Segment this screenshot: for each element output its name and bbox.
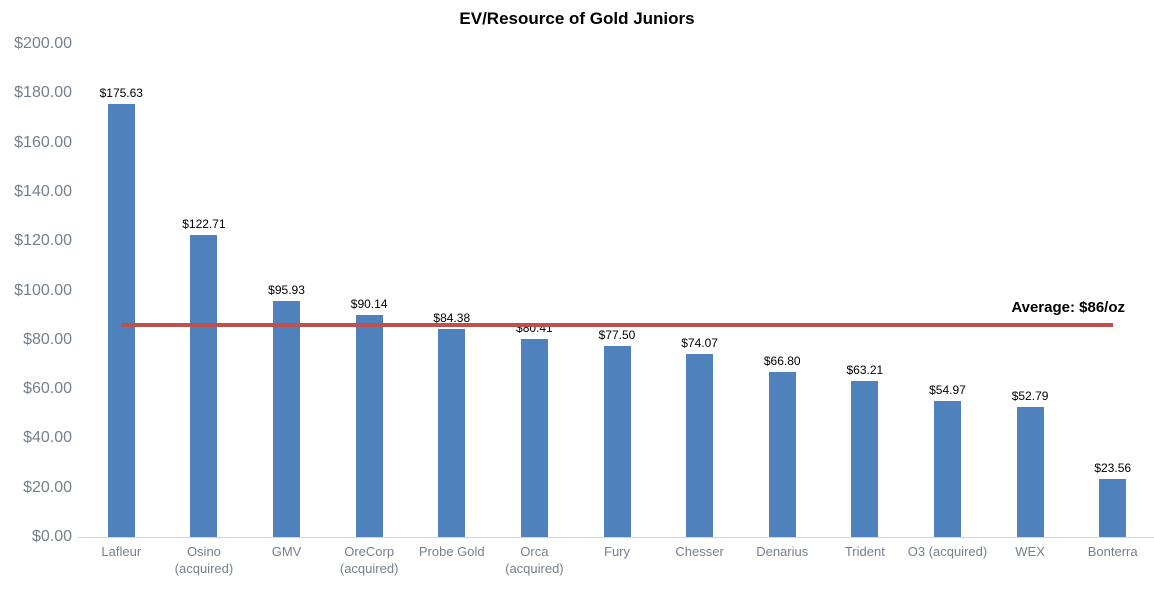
category-label: Probe Gold — [418, 544, 485, 559]
category-label: Trident — [844, 544, 885, 559]
bar-value-label: $66.80 — [763, 354, 801, 369]
bar-value-label: $23.56 — [1094, 460, 1132, 475]
y-axis-tick-label: $80.00 — [23, 330, 72, 348]
category-label: O3 (acquired) — [907, 544, 988, 559]
category-label: Denarius — [756, 544, 809, 559]
category-label: Orca (acquired) — [505, 544, 564, 576]
bar-value-label: $84.38 — [433, 311, 471, 325]
bar-wex — [1016, 406, 1044, 537]
bar-value-label: $95.93 — [268, 282, 305, 297]
y-axis-tick-label: $160.00 — [14, 133, 72, 151]
y-axis-tick-label: $40.00 — [23, 429, 72, 447]
category-label: GMV — [271, 544, 302, 559]
y-axis-tick-label: $140.00 — [14, 182, 72, 200]
bar-denarius — [768, 372, 796, 537]
bar-trident — [851, 381, 879, 537]
bar-orca-acquired — [520, 338, 548, 537]
category-label: WEX — [1015, 544, 1045, 559]
y-axis-tick-label: $0.00 — [31, 528, 72, 545]
average-line — [121, 323, 1113, 327]
bar-bonterra — [1099, 478, 1127, 537]
chart-title: EV/Resource of Gold Juniors — [459, 9, 695, 28]
bar-orecorp-acquired — [355, 314, 383, 537]
category-label: Chesser — [675, 544, 724, 559]
bar-chesser — [686, 354, 714, 537]
bar-o3-acquired — [933, 401, 961, 537]
y-axis-tick-label: $200.00 — [14, 35, 72, 52]
y-axis-tick-label: $100.00 — [14, 281, 72, 299]
y-axis-tick-label: $120.00 — [14, 232, 72, 250]
y-axis-tick-label: $20.00 — [23, 478, 72, 496]
bar-value-label: $90.14 — [350, 296, 388, 311]
category-label: OreCorp (acquired) — [339, 544, 399, 576]
bar-value-label: $122.71 — [182, 216, 226, 231]
y-axis-tick-label: $180.00 — [14, 84, 72, 102]
average-line-label: Average: $86/oz — [1011, 299, 1125, 316]
bar-fury — [603, 345, 631, 537]
bar-osino-acquired — [190, 234, 218, 537]
bar-value-label: $77.50 — [598, 327, 636, 342]
bar-value-label: $175.63 — [99, 86, 143, 101]
category-label: Fury — [604, 544, 630, 559]
bar-lafleur — [107, 104, 135, 537]
category-label: Lafleur — [101, 544, 142, 559]
bar-gmv — [273, 300, 301, 537]
category-label: Bonterra — [1087, 544, 1138, 559]
category-label: Osino (acquired) — [174, 544, 234, 576]
x-axis-baseline — [78, 537, 1154, 538]
bar-value-label: $54.97 — [929, 383, 966, 398]
y-axis-tick-label: $60.00 — [23, 380, 72, 398]
bar-value-label: $52.79 — [1011, 388, 1049, 403]
bar-value-label: $74.07 — [681, 336, 718, 351]
bar-value-label: $63.21 — [846, 363, 884, 378]
bar-probe-gold — [438, 329, 466, 537]
